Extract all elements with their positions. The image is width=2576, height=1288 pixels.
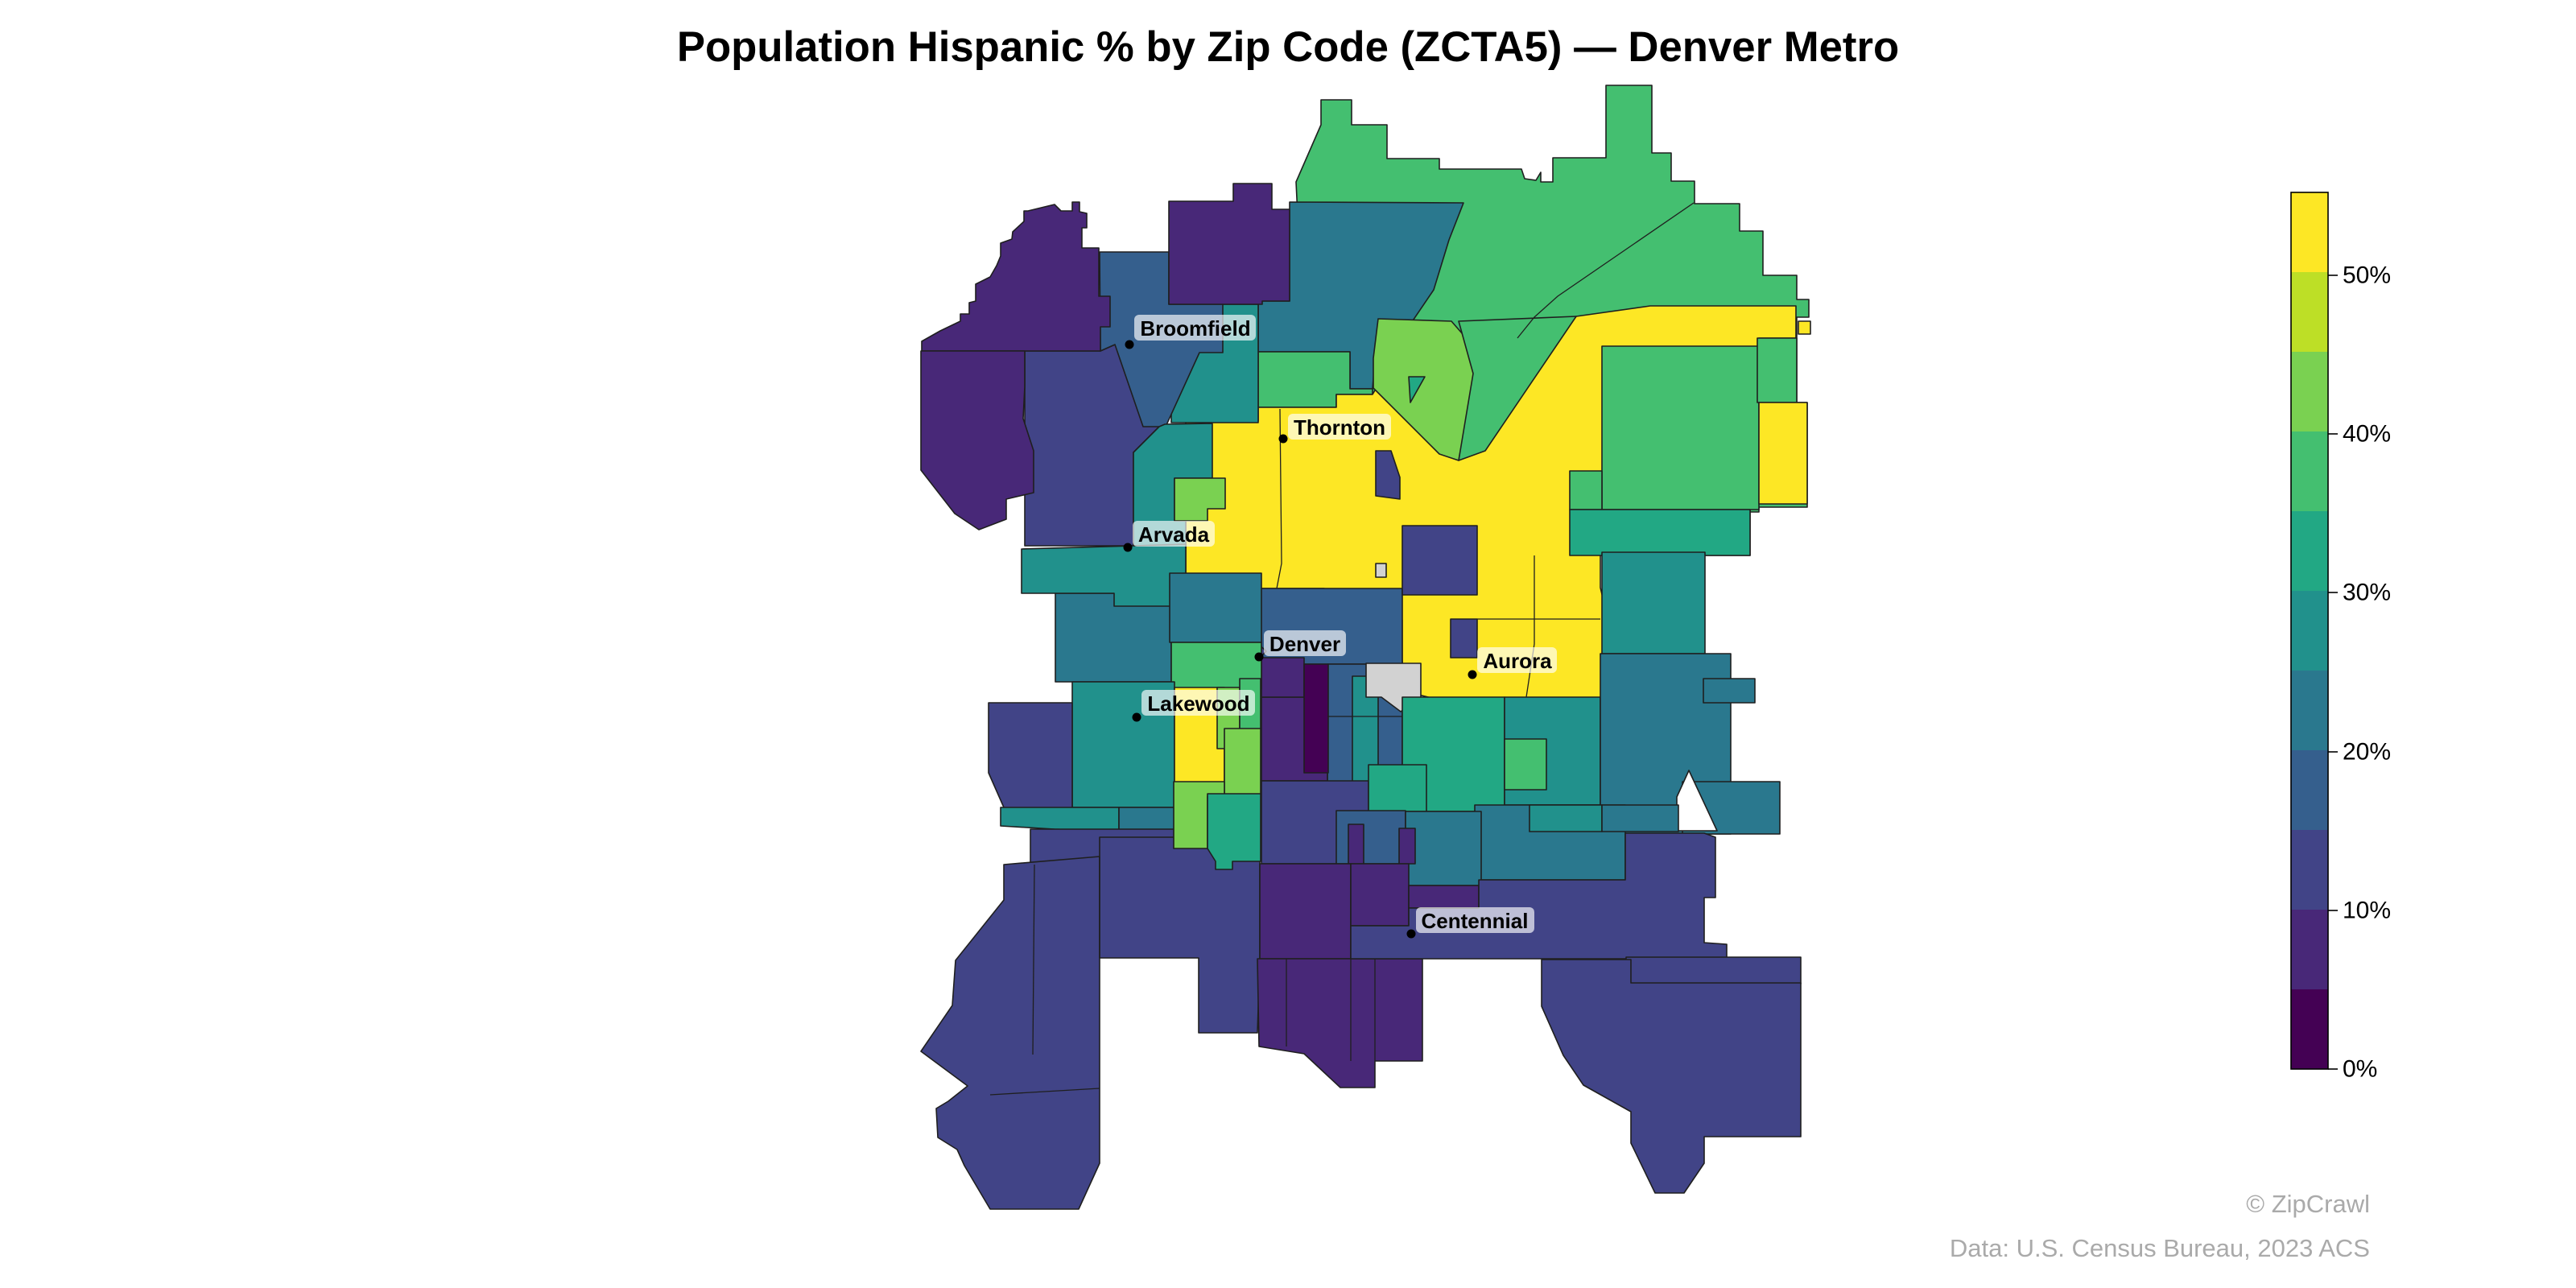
svg-text:Centennial: Centennial [1422,909,1529,933]
svg-text:Denver: Denver [1269,632,1340,656]
svg-text:Lakewood: Lakewood [1147,691,1249,716]
svg-text:0%: 0% [2343,1056,2377,1083]
svg-text:Population Hispanic % by Zip C: Population Hispanic % by Zip Code (ZCTA5… [677,23,1899,71]
svg-text:Broomfield: Broomfield [1140,316,1250,341]
svg-text:20%: 20% [2343,739,2391,766]
svg-text:Aurora: Aurora [1483,649,1552,673]
svg-text:50%: 50% [2343,262,2391,289]
svg-text:Thornton: Thornton [1294,415,1385,440]
svg-text:Data: U.S. Census Bureau, 2023: Data: U.S. Census Bureau, 2023 ACS [1950,1234,2370,1262]
svg-text:40%: 40% [2343,421,2391,448]
svg-text:10%: 10% [2343,898,2391,924]
svg-text:Arvada: Arvada [1138,522,1210,547]
svg-text:© ZipCrawl: © ZipCrawl [2246,1190,2370,1218]
svg-text:30%: 30% [2343,580,2391,606]
